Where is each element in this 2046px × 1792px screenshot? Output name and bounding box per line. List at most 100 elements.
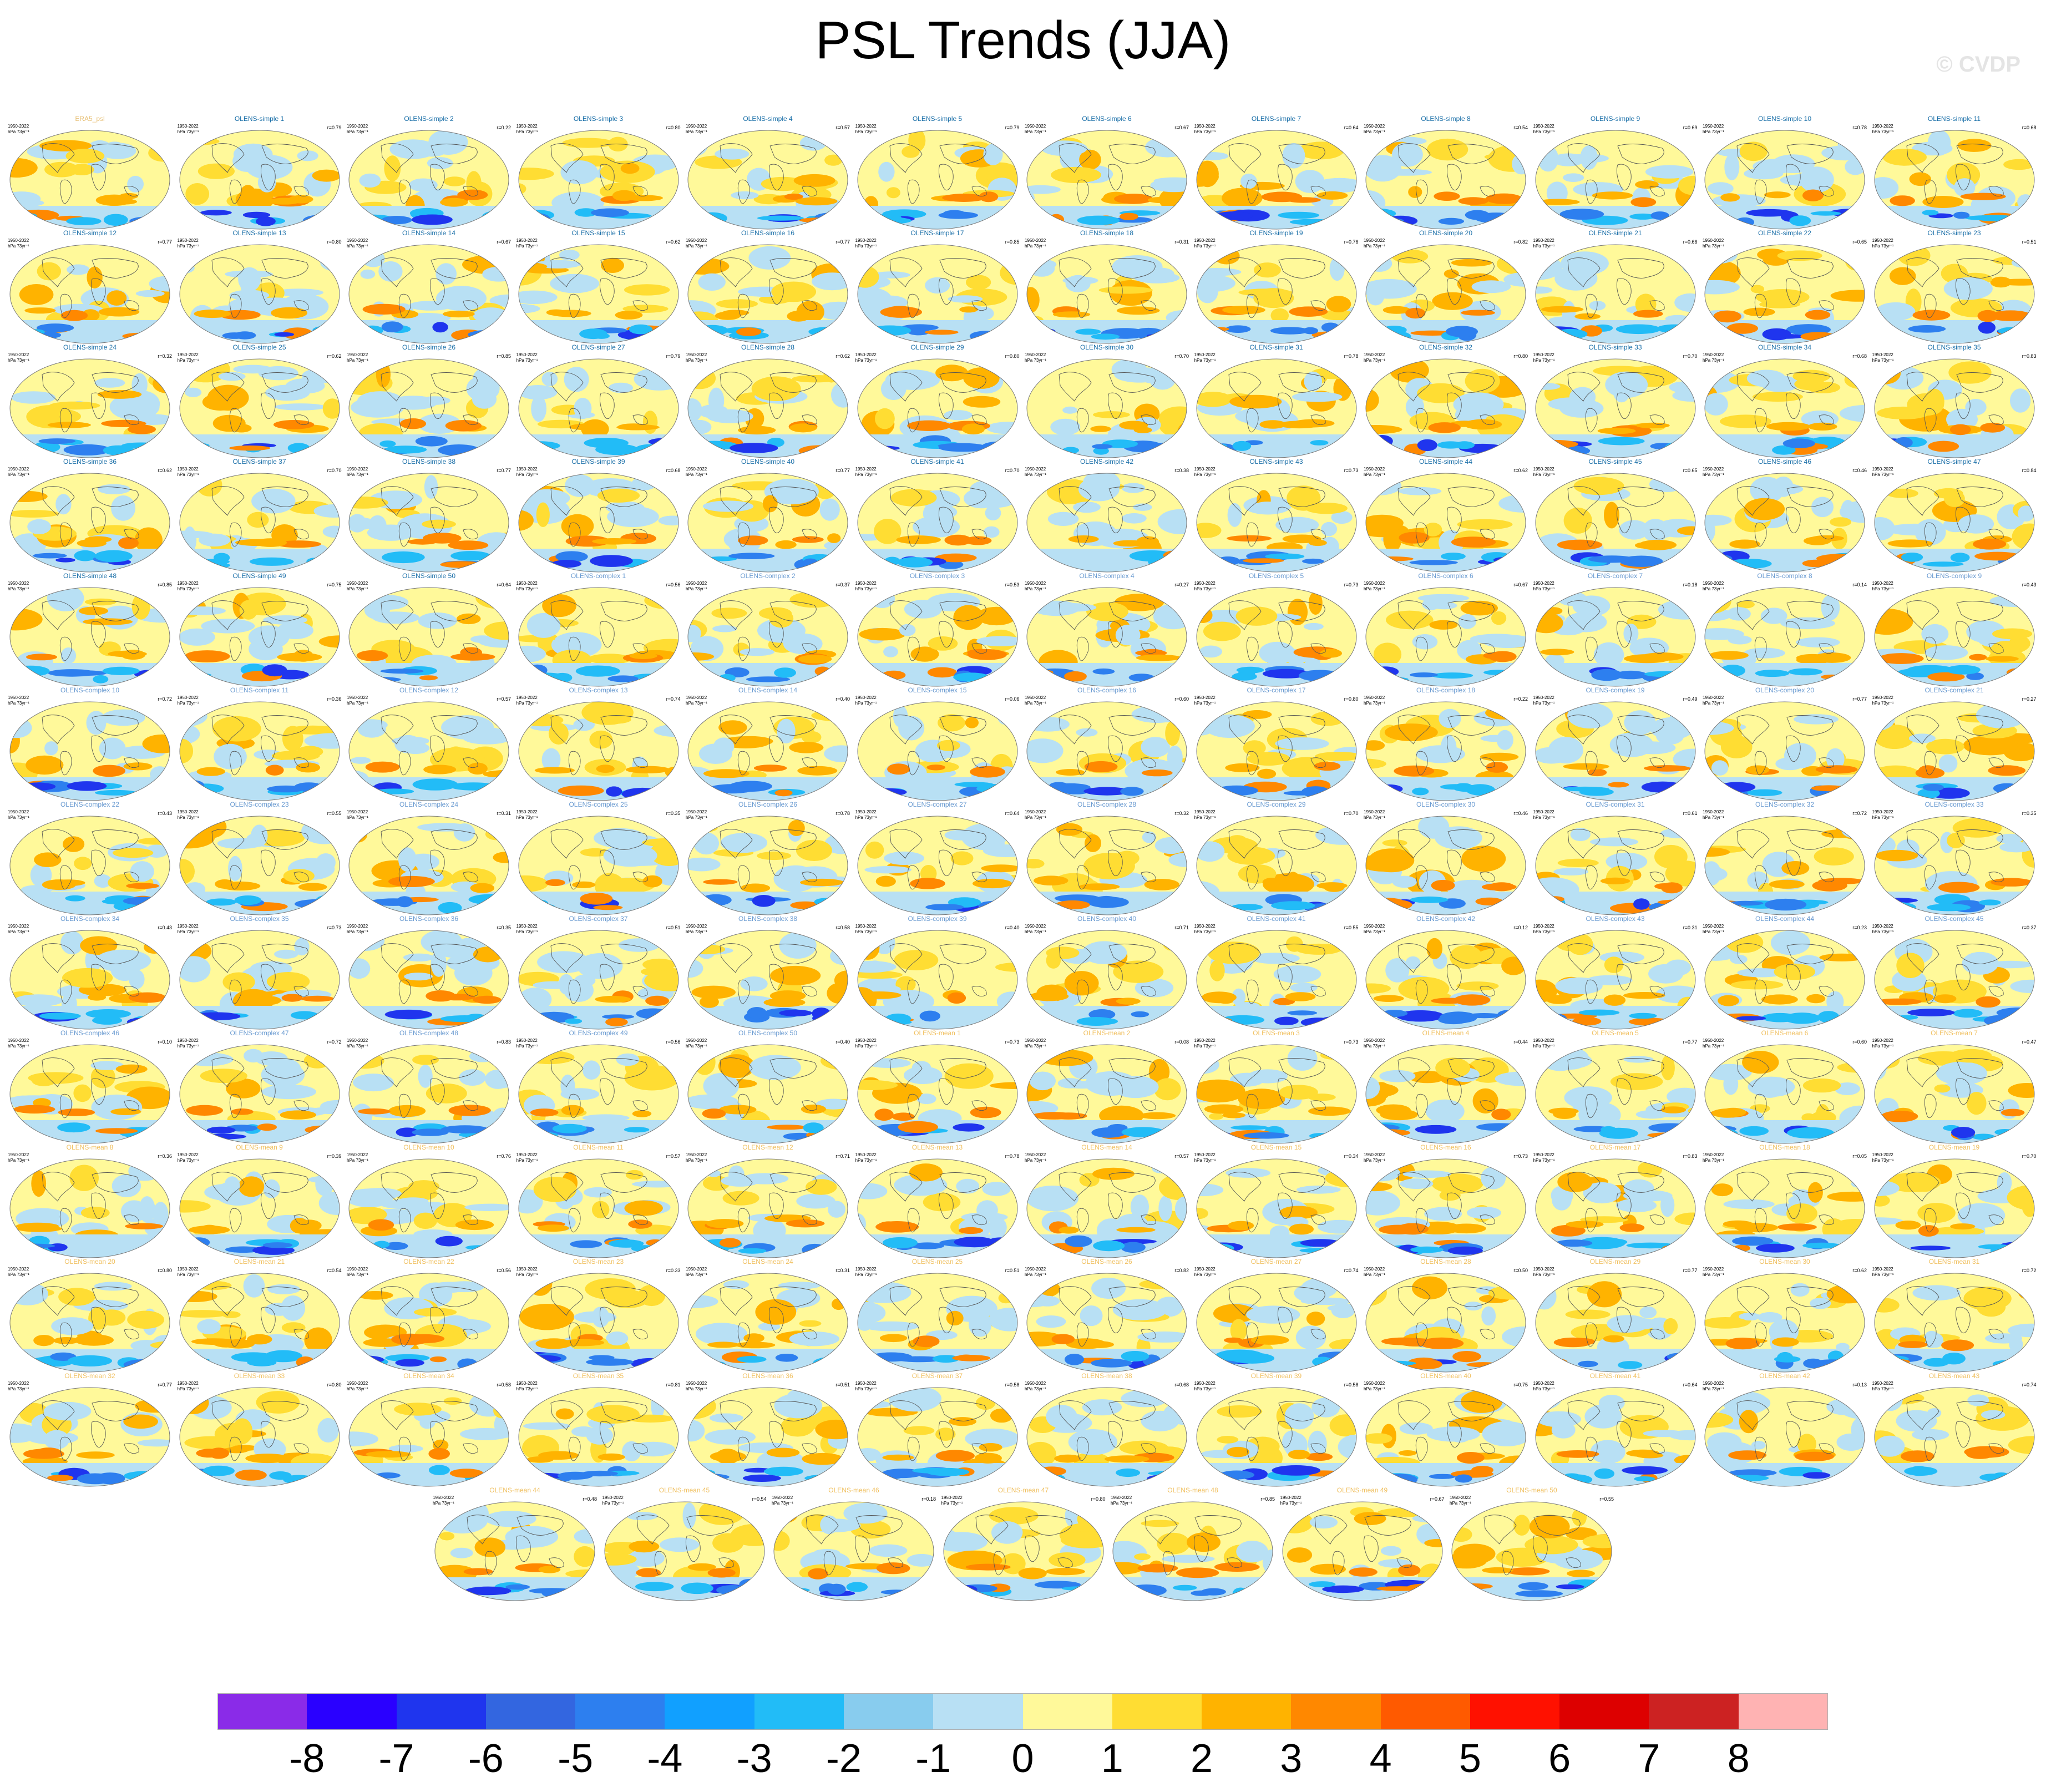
panel-period: 1950-2022 hPa 73yr⁻¹	[1025, 1152, 1046, 1163]
world-map	[687, 1273, 848, 1373]
panel-units: hPa 73yr⁻¹	[1533, 1386, 1555, 1391]
map-panel: OLENS-mean 29 1950-2022 hPa 73yr⁻¹ r=0.77	[1532, 1258, 1699, 1375]
map-panel: OLENS-mean 2 1950-2022 hPa 73yr⁻¹ r=0.08	[1024, 1029, 1190, 1147]
panel-correlation: r=0.22	[1513, 696, 1528, 702]
panel-correlation: r=0.58	[1344, 1382, 1359, 1388]
panel-units: hPa 73yr⁻¹	[1364, 1272, 1385, 1277]
panel-period: 1950-2022 hPa 73yr⁻¹	[1025, 809, 1046, 821]
panel-title: OLENS-complex 15	[908, 686, 967, 694]
map-panel: OLENS-simple 46 1950-2022 hPa 73yr⁻¹ r=0.46	[1701, 458, 1868, 575]
world-map	[1196, 930, 1356, 1030]
panel-period-years: 1950-2022	[1111, 1495, 1132, 1500]
map-panel: OLENS-simple 10 1950-2022 hPa 73yr⁻¹ r=0.78	[1701, 115, 1868, 232]
map-panel: OLENS-simple 29 1950-2022 hPa 73yr⁻¹ r=0.80	[854, 343, 1021, 461]
world-map	[1704, 358, 1865, 458]
panel-period: 1950-2022 hPa 73yr⁻¹	[1025, 924, 1046, 935]
panel-period: 1950-2022 hPa 73yr⁻¹	[686, 581, 707, 592]
panel-period: 1950-2022 hPa 73yr⁻¹	[1533, 1381, 1555, 1392]
panel-period: 1950-2022 hPa 73yr⁻¹	[1194, 467, 1216, 478]
map-panel: OLENS-complex 1 1950-2022 hPa 73yr⁻¹ r=0.56	[515, 572, 682, 690]
panel-period-years: 1950-2022	[516, 238, 538, 243]
map-panel: OLENS-complex 14 1950-2022 hPa 73yr⁻¹ r=0.4…	[685, 686, 851, 804]
panel-correlation: r=0.47	[2022, 1039, 2037, 1045]
panel-correlation: r=0.70	[1174, 353, 1189, 359]
panel-title: OLENS-simple 31	[1249, 343, 1303, 351]
world-map	[687, 930, 848, 1030]
world-map	[1196, 1387, 1356, 1487]
panel-period-years: 1950-2022	[1280, 1495, 1301, 1500]
map-panel: OLENS-complex 12 1950-2022 hPa 73yr⁻¹ r=0.5…	[346, 686, 512, 804]
panel-period: 1950-2022 hPa 73yr⁻¹	[686, 924, 707, 935]
panel-title: OLENS-complex 50	[738, 1029, 798, 1037]
panel-title: OLENS-complex 11	[230, 686, 289, 694]
map-panel: OLENS-mean 6 1950-2022 hPa 73yr⁻¹ r=0.60	[1701, 1029, 1868, 1147]
panel-period: 1950-2022 hPa 73yr⁻¹	[516, 1381, 538, 1392]
panel-units: hPa 73yr⁻¹	[855, 1386, 877, 1391]
panel-period-years: 1950-2022	[1533, 352, 1554, 357]
panel-title: OLENS-simple 28	[741, 343, 795, 351]
panel-units: hPa 73yr⁻¹	[1364, 1158, 1385, 1163]
panel-period: 1950-2022 hPa 73yr⁻¹	[347, 695, 368, 706]
panel-units: hPa 73yr⁻¹	[177, 815, 199, 820]
panel-title: OLENS-simple 6	[1082, 115, 1132, 123]
panel-units: hPa 73yr⁻¹	[8, 244, 29, 249]
panel-units: hPa 73yr⁻¹	[8, 1158, 29, 1163]
world-map	[1874, 244, 2034, 344]
panel-units: hPa 73yr⁻¹	[8, 1044, 29, 1049]
panel-title: OLENS-simple 39	[571, 458, 625, 465]
colorbar-swatch	[1559, 1693, 1649, 1730]
panel-period: 1950-2022 hPa 73yr⁻¹	[1703, 238, 1724, 249]
map-panel: OLENS-simple 5 1950-2022 hPa 73yr⁻¹ r=0.79	[854, 115, 1021, 232]
panel-period: 1950-2022 hPa 73yr⁻¹	[516, 809, 538, 821]
panel-units: hPa 73yr⁻¹	[686, 929, 707, 934]
panel-title: OLENS-complex 8	[1757, 572, 1812, 580]
map-panel: OLENS-complex 6 1950-2022 hPa 73yr⁻¹ r=0.67	[1363, 572, 1529, 690]
colorbar-tick-label: -3	[736, 1737, 772, 1781]
panel-title: OLENS-mean 15	[1250, 1143, 1302, 1151]
world-map	[348, 930, 509, 1030]
map-panel: OLENS-simple 30 1950-2022 hPa 73yr⁻¹ r=0.70	[1024, 343, 1190, 461]
panel-period-years: 1950-2022	[855, 695, 877, 700]
panel-units: hPa 73yr⁻¹	[1364, 129, 1385, 134]
panel-title: OLENS-simple 1	[234, 115, 285, 123]
panel-units: hPa 73yr⁻¹	[686, 129, 707, 134]
panel-units: hPa 73yr⁻¹	[1194, 129, 1216, 134]
panel-units: hPa 73yr⁻¹	[1872, 815, 1894, 820]
panel-period: 1950-2022 hPa 73yr⁻¹	[855, 124, 877, 135]
panel-title: OLENS-complex 18	[1416, 686, 1476, 694]
map-panel: OLENS-complex 7 1950-2022 hPa 73yr⁻¹ r=0.18	[1532, 572, 1699, 690]
map-panel: OLENS-mean 21 1950-2022 hPa 73yr⁻¹ r=0.54	[176, 1258, 343, 1375]
world-map	[348, 244, 509, 344]
world-map	[687, 587, 848, 687]
panel-correlation: r=0.39	[327, 1153, 342, 1159]
panel-period-years: 1950-2022	[516, 1381, 538, 1386]
panel-units: hPa 73yr⁻¹	[1025, 1272, 1046, 1277]
panel-period-years: 1950-2022	[855, 1038, 877, 1043]
panel-period: 1950-2022 hPa 73yr⁻¹	[1703, 1267, 1724, 1278]
panel-units: hPa 73yr⁻¹	[1025, 1044, 1046, 1049]
panel-units: hPa 73yr⁻¹	[1703, 1158, 1724, 1163]
map-panel: OLENS-simple 50 1950-2022 hPa 73yr⁻¹ r=0.64	[346, 572, 512, 690]
panel-title: OLENS-mean 43	[1928, 1372, 1980, 1380]
panel-title: OLENS-mean 32	[64, 1372, 115, 1380]
world-map	[1196, 473, 1356, 573]
panel-correlation: r=0.18	[921, 1496, 936, 1502]
panel-title: OLENS-mean 2	[1083, 1029, 1131, 1037]
map-panel: OLENS-mean 14 1950-2022 hPa 73yr⁻¹ r=0.57	[1024, 1143, 1190, 1261]
panel-units: hPa 73yr⁻¹	[1872, 129, 1894, 134]
world-map	[179, 1044, 340, 1144]
panel-correlation: r=0.81	[666, 1382, 681, 1388]
panel-period: 1950-2022 hPa 73yr⁻¹	[855, 695, 877, 706]
world-map	[348, 130, 509, 230]
panel-units: hPa 73yr⁻¹	[1194, 815, 1216, 820]
panel-correlation: r=0.51	[835, 1382, 850, 1388]
panel-units: hPa 73yr⁻¹	[8, 1386, 29, 1391]
panel-correlation: r=0.73	[1513, 1153, 1528, 1159]
world-map	[518, 1158, 678, 1258]
panel-period-years: 1950-2022	[1025, 1038, 1046, 1043]
colorbar-tick-label: 7	[1638, 1737, 1660, 1781]
panel-units: hPa 73yr⁻¹	[1872, 1272, 1894, 1277]
panel-units: hPa 73yr⁻¹	[516, 244, 538, 249]
panel-period-years: 1950-2022	[1025, 238, 1046, 243]
world-map	[1874, 930, 2034, 1030]
